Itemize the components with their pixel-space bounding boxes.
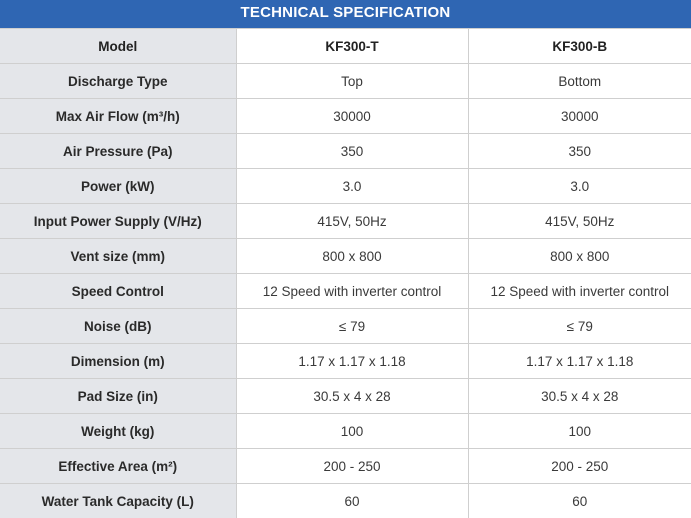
table-row-vent-size: Vent size (mm) 800 x 800 800 x 800 bbox=[0, 239, 691, 274]
row-label: Input Power Supply (V/Hz) bbox=[0, 204, 236, 239]
table-row-power: Power (kW) 3.0 3.0 bbox=[0, 169, 691, 204]
spec-table-body: Discharge Type Top Bottom Max Air Flow (… bbox=[0, 64, 691, 518]
table-row-weight: Weight (kg) 100 100 bbox=[0, 414, 691, 449]
model-kf300-t-header: KF300-T bbox=[236, 29, 468, 64]
row-label: Dimension (m) bbox=[0, 344, 236, 379]
model-kf300-b-header: KF300-B bbox=[468, 29, 691, 64]
row-label: Water Tank Capacity (L) bbox=[0, 484, 236, 518]
row-value-kf300-b: 350 bbox=[468, 134, 691, 169]
row-value-kf300-t: ≤ 79 bbox=[236, 309, 468, 344]
row-value-kf300-b: 200 - 250 bbox=[468, 449, 691, 484]
header-row: Model KF300-T KF300-B bbox=[0, 29, 691, 64]
row-value-kf300-t: 200 - 250 bbox=[236, 449, 468, 484]
row-value-kf300-b: 3.0 bbox=[468, 169, 691, 204]
row-value-kf300-b: 1.17 x 1.17 x 1.18 bbox=[468, 344, 691, 379]
table-row-noise: Noise (dB) ≤ 79 ≤ 79 bbox=[0, 309, 691, 344]
row-value-kf300-b: 100 bbox=[468, 414, 691, 449]
row-label: Discharge Type bbox=[0, 64, 236, 99]
row-value-kf300-b: Bottom bbox=[468, 64, 691, 99]
row-label: Max Air Flow (m³/h) bbox=[0, 99, 236, 134]
table-row-air-pressure: Air Pressure (Pa) 350 350 bbox=[0, 134, 691, 169]
row-value-kf300-b: 12 Speed with inverter control bbox=[468, 274, 691, 309]
row-label: Pad Size (in) bbox=[0, 379, 236, 414]
spec-title-banner: TECHNICAL SPECIFICATION bbox=[0, 0, 691, 28]
row-label: Effective Area (m²) bbox=[0, 449, 236, 484]
table-row-discharge-type: Discharge Type Top Bottom bbox=[0, 64, 691, 99]
table-row-speed-control: Speed Control 12 Speed with inverter con… bbox=[0, 274, 691, 309]
row-label: Noise (dB) bbox=[0, 309, 236, 344]
table-row-water-tank-capacity: Water Tank Capacity (L) 60 60 bbox=[0, 484, 691, 518]
table-row-effective-area: Effective Area (m²) 200 - 250 200 - 250 bbox=[0, 449, 691, 484]
row-value-kf300-t: 1.17 x 1.17 x 1.18 bbox=[236, 344, 468, 379]
row-value-kf300-b: 415V, 50Hz bbox=[468, 204, 691, 239]
row-value-kf300-b: 60 bbox=[468, 484, 691, 518]
row-label: Speed Control bbox=[0, 274, 236, 309]
spec-table-header: Model KF300-T KF300-B bbox=[0, 29, 691, 64]
row-value-kf300-t: 12 Speed with inverter control bbox=[236, 274, 468, 309]
row-value-kf300-b: 30.5 x 4 x 28 bbox=[468, 379, 691, 414]
row-value-kf300-t: Top bbox=[236, 64, 468, 99]
row-value-kf300-t: 3.0 bbox=[236, 169, 468, 204]
model-label-header: Model bbox=[0, 29, 236, 64]
row-value-kf300-t: 415V, 50Hz bbox=[236, 204, 468, 239]
row-label: Weight (kg) bbox=[0, 414, 236, 449]
row-value-kf300-b: 30000 bbox=[468, 99, 691, 134]
row-value-kf300-t: 800 x 800 bbox=[236, 239, 468, 274]
table-row-pad-size: Pad Size (in) 30.5 x 4 x 28 30.5 x 4 x 2… bbox=[0, 379, 691, 414]
row-value-kf300-t: 60 bbox=[236, 484, 468, 518]
row-value-kf300-t: 100 bbox=[236, 414, 468, 449]
spec-table: Model KF300-T KF300-B Discharge Type Top… bbox=[0, 28, 691, 518]
row-label: Air Pressure (Pa) bbox=[0, 134, 236, 169]
row-value-kf300-t: 30.5 x 4 x 28 bbox=[236, 379, 468, 414]
row-label: Power (kW) bbox=[0, 169, 236, 204]
row-value-kf300-t: 30000 bbox=[236, 99, 468, 134]
row-value-kf300-t: 350 bbox=[236, 134, 468, 169]
table-row-input-power-supply: Input Power Supply (V/Hz) 415V, 50Hz 415… bbox=[0, 204, 691, 239]
row-value-kf300-b: ≤ 79 bbox=[468, 309, 691, 344]
table-row-max-air-flow: Max Air Flow (m³/h) 30000 30000 bbox=[0, 99, 691, 134]
row-label: Vent size (mm) bbox=[0, 239, 236, 274]
table-row-dimension: Dimension (m) 1.17 x 1.17 x 1.18 1.17 x … bbox=[0, 344, 691, 379]
row-value-kf300-b: 800 x 800 bbox=[468, 239, 691, 274]
